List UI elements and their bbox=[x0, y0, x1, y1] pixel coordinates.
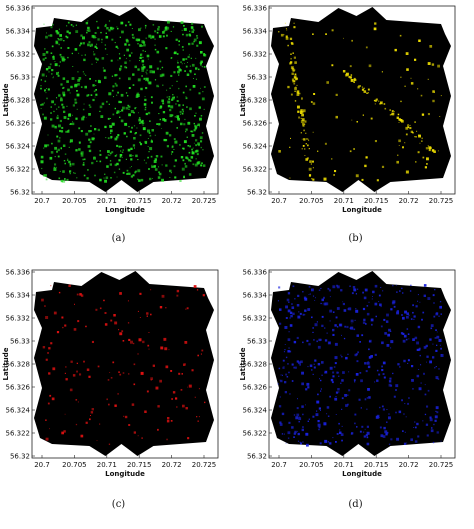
y-tick-label: 56.326 bbox=[6, 120, 31, 128]
feature-pixels bbox=[40, 20, 207, 183]
caption-a: (a) bbox=[111, 233, 126, 244]
y-tick-label: 56.332 bbox=[6, 51, 31, 59]
panel-c: 56.336 56.334 56.332 56.33 56.328 56.326 56.32… bbox=[0, 264, 237, 528]
feature-pixels bbox=[41, 284, 206, 445]
y-tick-label: 56.328 bbox=[6, 361, 31, 369]
x-tick-label: 20.72 bbox=[162, 197, 182, 205]
y-tick-label: 56.334 bbox=[243, 292, 268, 300]
y-tick-label: 56.322 bbox=[243, 430, 268, 438]
map-plot-c: 56.336 56.334 56.332 56.33 56.328 56.326 56.32… bbox=[2, 269, 219, 478]
x-tick-label: 20.715 bbox=[364, 197, 389, 205]
y-tick-label: 56.336 bbox=[243, 5, 268, 13]
y-tick-label: 56.334 bbox=[243, 28, 268, 36]
coverage-footprint bbox=[271, 271, 451, 456]
y-tick-label: 56.32 bbox=[247, 453, 267, 461]
map-plot-b: 56.336 56.334 56.332 56.33 56.328 56.326 56.32… bbox=[239, 5, 456, 214]
x-tick-label: 20.72 bbox=[162, 461, 182, 469]
feature-pixels bbox=[277, 284, 444, 447]
x-tick-label: 20.71 bbox=[97, 197, 117, 205]
y-tick-label: 56.322 bbox=[6, 430, 31, 438]
y-tick-label: 56.336 bbox=[6, 5, 31, 13]
y-axis-label: Latitude bbox=[2, 347, 10, 380]
caption-b: (b) bbox=[348, 233, 363, 244]
x-axis-label: Longitude bbox=[342, 470, 382, 478]
y-tick-label: 56.326 bbox=[243, 120, 268, 128]
y-tick-label: 56.33 bbox=[247, 74, 267, 82]
x-axis-label: Longitude bbox=[105, 206, 145, 214]
x-tick-label: 20.715 bbox=[127, 461, 152, 469]
y-tick-label: 56.334 bbox=[6, 28, 31, 36]
y-axis-label: Latitude bbox=[239, 83, 247, 116]
coverage-footprint bbox=[34, 271, 214, 456]
map-plot-a: 56.336 56.334 56.332 56.33 56.328 56.326 56.32… bbox=[2, 5, 219, 214]
x-tick-label: 20.715 bbox=[127, 197, 152, 205]
x-axis-label: Longitude bbox=[105, 470, 145, 478]
caption-d: (d) bbox=[348, 499, 363, 510]
y-tick-label: 56.324 bbox=[6, 407, 31, 415]
y-tick-label: 56.33 bbox=[247, 338, 267, 346]
x-tick-label: 20.705 bbox=[299, 461, 324, 469]
y-tick-label: 56.32 bbox=[10, 189, 30, 197]
x-tick-label: 20.7 bbox=[271, 197, 287, 205]
feature-pixels bbox=[278, 22, 442, 182]
panel-d: 56.336 56.334 56.332 56.33 56.328 56.326 56.32… bbox=[237, 264, 474, 528]
caption-c: (c) bbox=[111, 499, 126, 510]
y-tick-label: 56.33 bbox=[10, 74, 30, 82]
y-tick-label: 56.322 bbox=[6, 166, 31, 174]
y-axis-label: Latitude bbox=[2, 83, 10, 116]
y-tick-label: 56.324 bbox=[243, 143, 268, 151]
y-tick-label: 56.32 bbox=[247, 189, 267, 197]
x-tick-label: 20.705 bbox=[62, 461, 87, 469]
y-tick-label: 56.326 bbox=[6, 384, 31, 392]
x-tick-label: 20.72 bbox=[399, 461, 419, 469]
map-plot-d: 56.336 56.334 56.332 56.33 56.328 56.326 56.32… bbox=[239, 269, 456, 478]
y-tick-label: 56.336 bbox=[243, 269, 268, 277]
y-tick-label: 56.328 bbox=[6, 97, 31, 105]
y-tick-label: 56.332 bbox=[243, 315, 268, 323]
panel-a: 56.336 56.334 56.332 56.33 56.328 56.326 56.32… bbox=[0, 0, 237, 264]
y-tick-label: 56.326 bbox=[243, 384, 268, 392]
y-tick-label: 56.324 bbox=[6, 143, 31, 151]
x-tick-label: 20.725 bbox=[429, 461, 454, 469]
y-tick-label: 56.332 bbox=[6, 315, 31, 323]
y-axis-label: Latitude bbox=[239, 347, 247, 380]
x-tick-label: 20.7 bbox=[34, 197, 50, 205]
x-tick-label: 20.725 bbox=[192, 197, 217, 205]
y-tick-label: 56.32 bbox=[10, 453, 30, 461]
x-tick-label: 20.725 bbox=[429, 197, 454, 205]
y-tick-label: 56.33 bbox=[10, 338, 30, 346]
x-tick-label: 20.725 bbox=[192, 461, 217, 469]
x-tick-label: 20.715 bbox=[364, 461, 389, 469]
y-tick-label: 56.328 bbox=[243, 97, 268, 105]
x-tick-label: 20.71 bbox=[334, 197, 354, 205]
y-tick-label: 56.336 bbox=[6, 269, 31, 277]
y-tick-label: 56.322 bbox=[243, 166, 268, 174]
x-tick-label: 20.71 bbox=[97, 461, 117, 469]
y-tick-label: 56.328 bbox=[243, 361, 268, 369]
y-tick-label: 56.334 bbox=[6, 292, 31, 300]
x-axis-label: Longitude bbox=[342, 206, 382, 214]
x-tick-label: 20.705 bbox=[299, 197, 324, 205]
x-tick-label: 20.71 bbox=[334, 461, 354, 469]
x-tick-label: 20.7 bbox=[34, 461, 50, 469]
x-tick-label: 20.7 bbox=[271, 461, 287, 469]
x-tick-label: 20.72 bbox=[399, 197, 419, 205]
panel-b: 56.336 56.334 56.332 56.33 56.328 56.326 56.32… bbox=[237, 0, 474, 264]
y-tick-label: 56.332 bbox=[243, 51, 268, 59]
x-tick-label: 20.705 bbox=[62, 197, 87, 205]
coverage-footprint bbox=[271, 7, 451, 192]
y-tick-label: 56.324 bbox=[243, 407, 268, 415]
